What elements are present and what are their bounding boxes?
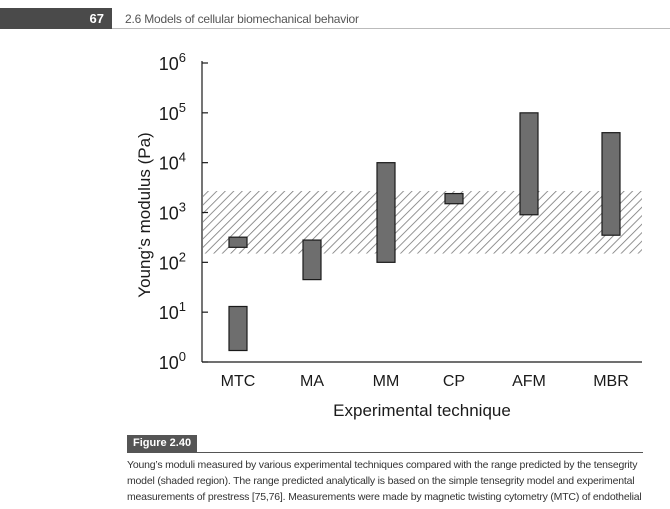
range-bar (228, 305, 248, 352)
figure-label: Figure 2.40 (127, 435, 198, 452)
youngs-modulus-chart: 100 101 102 103 104 105 106 MTC MA MM CP AFM MBR Expe… (135, 50, 642, 420)
range-bar (376, 162, 396, 263)
header-rule (112, 28, 670, 29)
x-axis-title: Experimental technique (333, 401, 511, 420)
page-number: 67 (0, 8, 112, 29)
y-tick-label: 105 (159, 100, 186, 124)
range-bar (228, 236, 248, 248)
y-tick-label: 106 (159, 50, 186, 74)
caption-line: Young’s moduli measured by various exper… (127, 459, 638, 471)
y-tick-label: 104 (159, 150, 186, 174)
range-bar (601, 132, 621, 236)
running-title: 2.6 Models of cellular biomechanical beh… (125, 12, 359, 26)
caption-line: measurements of prestress [75,76]. Measu… (127, 491, 642, 503)
y-tick-label: 101 (159, 299, 186, 323)
y-tick-label: 103 (159, 200, 186, 224)
x-tick-label: CP (443, 373, 465, 390)
shaded-region (203, 191, 642, 254)
y-tick-label: 100 (159, 349, 186, 373)
y-axis-title: Young’s modulus (Pa) (135, 132, 154, 297)
figure-caption: Young’s moduli measured by various exper… (127, 457, 647, 505)
x-tick-label: AFM (512, 373, 546, 390)
x-tick-label: MTC (221, 373, 256, 390)
figure-rule (127, 452, 643, 453)
range-bar (302, 239, 322, 281)
x-tick-label: MBR (593, 373, 629, 390)
y-tick-label: 102 (159, 249, 186, 273)
x-tick-label: MM (373, 373, 400, 390)
range-bar (444, 192, 464, 205)
x-tick-label: MA (300, 373, 324, 390)
caption-line: model (shaded region). The range predict… (127, 475, 635, 487)
page-header: 67 2.6 Models of cellular biomechanical … (0, 0, 670, 30)
range-bar (519, 112, 539, 216)
